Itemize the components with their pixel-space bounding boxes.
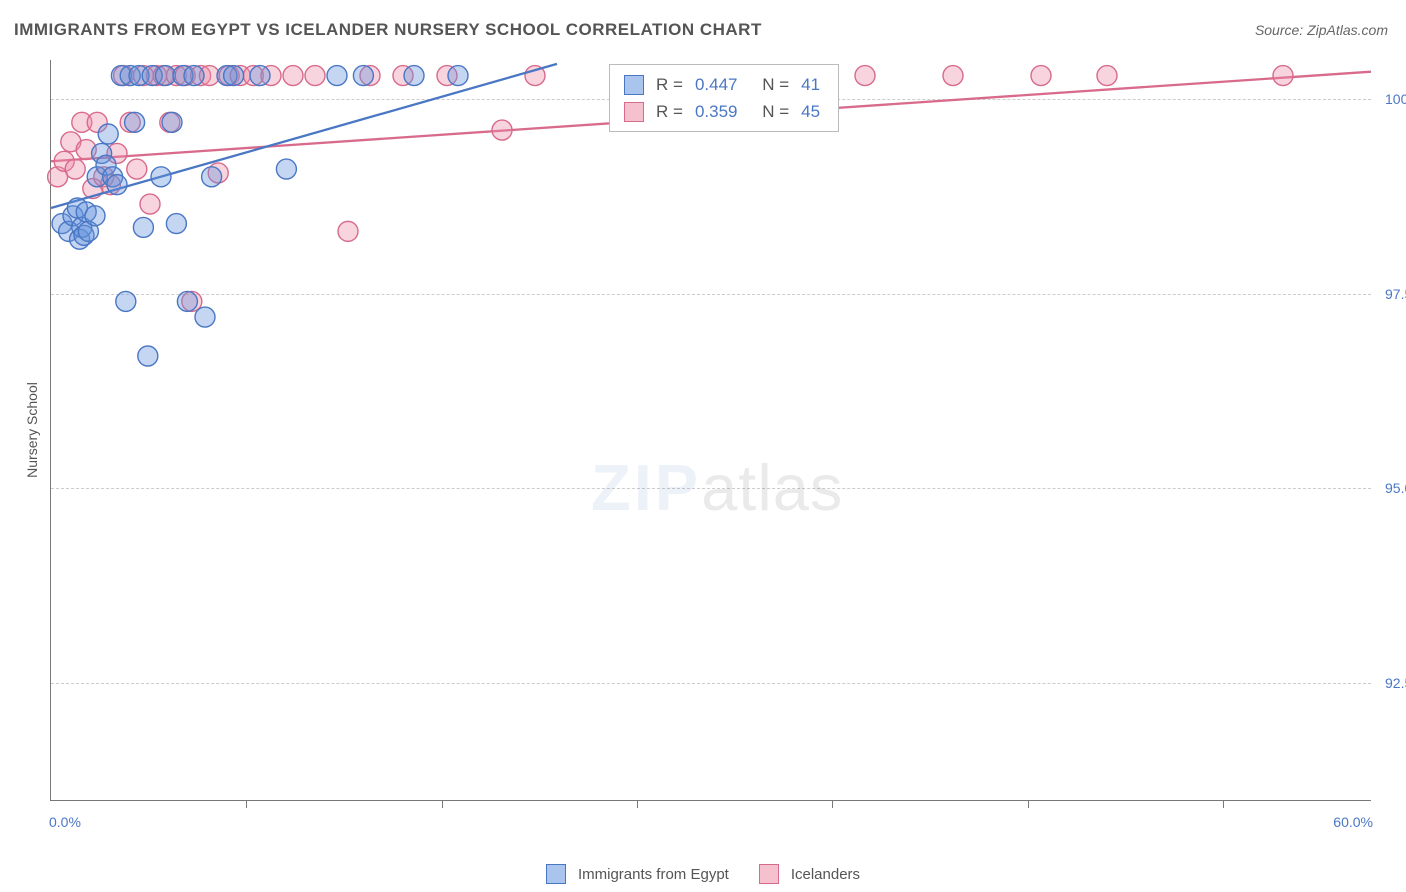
data-point-egypt (448, 66, 468, 86)
stats-row-egypt: R = 0.447 N = 41 (624, 71, 824, 98)
data-point-egypt (327, 66, 347, 86)
r-label: R = (656, 71, 683, 98)
n-label: N = (762, 98, 789, 125)
data-point-egypt (162, 112, 182, 132)
data-point-egypt (276, 159, 296, 179)
swatch-blue-icon (624, 75, 644, 95)
data-point-egypt (353, 66, 373, 86)
data-point-egypt (138, 346, 158, 366)
x-tick (246, 800, 247, 808)
data-point-iceland (492, 120, 512, 140)
bottom-legend: Immigrants from Egypt Icelanders (0, 864, 1406, 884)
data-point-iceland (140, 194, 160, 214)
chart-svg (51, 60, 1371, 800)
data-point-iceland (127, 159, 147, 179)
x-axis-min-label: 0.0% (49, 814, 81, 830)
swatch-pink-icon (624, 102, 644, 122)
legend-label-iceland: Icelanders (791, 866, 860, 883)
data-point-iceland (305, 66, 325, 86)
y-axis-title: Nursery School (24, 382, 40, 478)
data-point-iceland (943, 66, 963, 86)
data-point-egypt (98, 124, 118, 144)
legend-item-egypt: Immigrants from Egypt (546, 864, 729, 884)
data-point-egypt (85, 206, 105, 226)
data-point-egypt (195, 307, 215, 327)
data-point-iceland (65, 159, 85, 179)
x-axis-max-label: 60.0% (1333, 814, 1373, 830)
data-point-egypt (177, 291, 197, 311)
y-tick-label: 95.0% (1375, 480, 1406, 496)
data-point-egypt (250, 66, 270, 86)
data-point-egypt (404, 66, 424, 86)
data-point-egypt (202, 167, 222, 187)
source-attribution: Source: ZipAtlas.com (1255, 22, 1388, 38)
data-point-egypt (224, 66, 244, 86)
swatch-blue-icon (546, 864, 566, 884)
chart-title: IMMIGRANTS FROM EGYPT VS ICELANDER NURSE… (14, 20, 762, 40)
data-point-egypt (166, 214, 186, 234)
data-point-iceland (855, 66, 875, 86)
data-point-egypt (116, 291, 136, 311)
data-point-egypt (133, 217, 153, 237)
data-point-iceland (283, 66, 303, 86)
iceland-r-value: 0.359 (691, 98, 742, 125)
x-tick (832, 800, 833, 808)
x-tick (442, 800, 443, 808)
stats-legend-box: R = 0.447 N = 41 R = 0.359 N = 45 (609, 64, 839, 132)
r-label: R = (656, 98, 683, 125)
data-point-iceland (338, 221, 358, 241)
legend-label-egypt: Immigrants from Egypt (578, 866, 729, 883)
data-point-iceland (1273, 66, 1293, 86)
iceland-n-value: 45 (797, 98, 824, 125)
plot-area: ZIPatlas R = 0.447 N = 41 R = 0.359 N = … (50, 60, 1371, 801)
swatch-pink-icon (759, 864, 779, 884)
legend-item-iceland: Icelanders (759, 864, 860, 884)
stats-row-iceland: R = 0.359 N = 45 (624, 98, 824, 125)
egypt-r-value: 0.447 (691, 71, 742, 98)
x-tick (637, 800, 638, 808)
y-tick-label: 92.5% (1375, 675, 1406, 691)
y-tick-label: 97.5% (1375, 286, 1406, 302)
x-tick (1223, 800, 1224, 808)
data-point-egypt (184, 66, 204, 86)
data-point-egypt (125, 112, 145, 132)
x-tick (1028, 800, 1029, 808)
data-point-egypt (107, 175, 127, 195)
egypt-n-value: 41 (797, 71, 824, 98)
data-point-iceland (1097, 66, 1117, 86)
data-point-iceland (1031, 66, 1051, 86)
data-point-egypt (151, 167, 171, 187)
y-tick-label: 100.0% (1375, 91, 1406, 107)
n-label: N = (762, 71, 789, 98)
